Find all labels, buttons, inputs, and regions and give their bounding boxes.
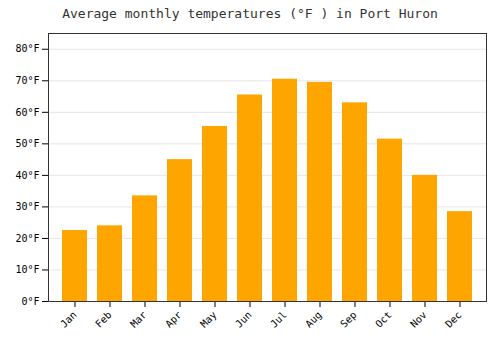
svg-text:Jan: Jan [58, 309, 79, 330]
svg-text:10°F: 10°F [15, 264, 39, 275]
svg-text:Mar: Mar [128, 309, 149, 330]
svg-text:60°F: 60°F [15, 107, 39, 118]
svg-text:Feb: Feb [93, 309, 114, 330]
svg-text:Apr: Apr [163, 309, 184, 330]
svg-text:30°F: 30°F [15, 201, 39, 212]
svg-text:80°F: 80°F [15, 43, 39, 54]
svg-text:Oct: Oct [373, 309, 394, 330]
svg-text:70°F: 70°F [15, 75, 39, 86]
svg-text:20°F: 20°F [15, 233, 39, 244]
svg-text:Jun: Jun [233, 309, 254, 330]
svg-text:0°F: 0°F [21, 296, 39, 307]
svg-text:Jul: Jul [268, 309, 289, 330]
html-text:Average monthly temperatures (: Average monthly temperatures (°F ) in Po… [62, 6, 438, 21]
svg-text:50°F: 50°F [15, 138, 39, 149]
svg-text:Dec: Dec [443, 309, 464, 330]
svg-text:Nov: Nov [408, 309, 429, 330]
svg-text:40°F: 40°F [15, 170, 39, 181]
svg-text:Aug: Aug [303, 309, 324, 330]
svg-text:May: May [198, 309, 219, 330]
svg-text:Sep: Sep [338, 309, 359, 330]
